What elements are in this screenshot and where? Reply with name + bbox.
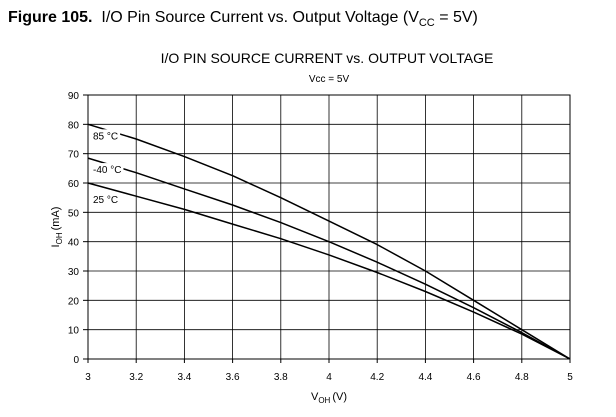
x-tick-label: 3.2 — [129, 372, 143, 383]
series-lines — [87, 123, 571, 360]
series-label-2: 25 °C — [93, 195, 118, 206]
y-axis-ticks: 0 10 20 30 40 50 60 70 80 90 — [68, 91, 88, 366]
series-label-bg — [91, 193, 121, 206]
y-tick-label: 60 — [68, 179, 80, 190]
y-tick-label: 40 — [68, 238, 80, 249]
x-tick-label: 4.6 — [467, 372, 481, 383]
chart-title: I/O PIN SOURCE CURRENT vs. OUTPUT VOLTAG… — [161, 50, 494, 66]
x-tick-label: 3 — [85, 372, 91, 383]
chart-subtitle: Vcc = 5V — [309, 74, 350, 85]
series-labels: 85 °C -40 °C 25 °C — [91, 129, 124, 206]
y-tick-label: 90 — [68, 91, 80, 102]
x-tick-label: 4 — [326, 372, 332, 383]
series-line-1 — [87, 157, 571, 360]
figure-caption: Figure 105. I/O Pin Source Current vs. O… — [8, 9, 478, 29]
x-tick-label: 4.4 — [418, 372, 432, 383]
y-tick-label: 20 — [68, 296, 80, 307]
caption-suffix: = 5V) — [434, 9, 478, 26]
y-tick-label: 30 — [68, 267, 80, 278]
y-tick-label: 80 — [68, 120, 80, 131]
x-tick-label: 4.8 — [515, 372, 529, 383]
x-tick-label: 5 — [567, 372, 573, 383]
caption-text: I/O Pin Source Current vs. Output Voltag… — [101, 9, 419, 26]
y-axis-label: IOH(mA) — [50, 207, 64, 248]
y-tick-label: 10 — [68, 326, 80, 337]
y-tick-label: 0 — [73, 355, 79, 366]
caption-subscript: CC — [418, 17, 435, 30]
x-axis-ticks: 3 3.2 3.4 3.6 3.8 4 4.2 4.4 4.6 4.8 5 — [85, 359, 573, 383]
x-tick-label: 3.8 — [274, 372, 288, 383]
series-label-bg — [91, 129, 121, 143]
grid — [88, 95, 570, 359]
y-tick-label: 50 — [68, 208, 80, 219]
series-label-bg — [91, 163, 124, 177]
series-label-0: 85 °C — [93, 131, 118, 142]
series-label-1: -40 °C — [93, 165, 121, 176]
x-tick-label: 3.4 — [177, 372, 191, 383]
x-axis-label: VOH (V) — [311, 391, 347, 405]
series-line-0 — [87, 123, 571, 360]
figure-number: Figure 105. — [8, 9, 93, 26]
series-line-2 — [87, 182, 571, 360]
y-tick-label: 70 — [68, 150, 80, 161]
x-tick-label: 4.2 — [370, 372, 384, 383]
x-tick-label: 3.6 — [226, 372, 240, 383]
